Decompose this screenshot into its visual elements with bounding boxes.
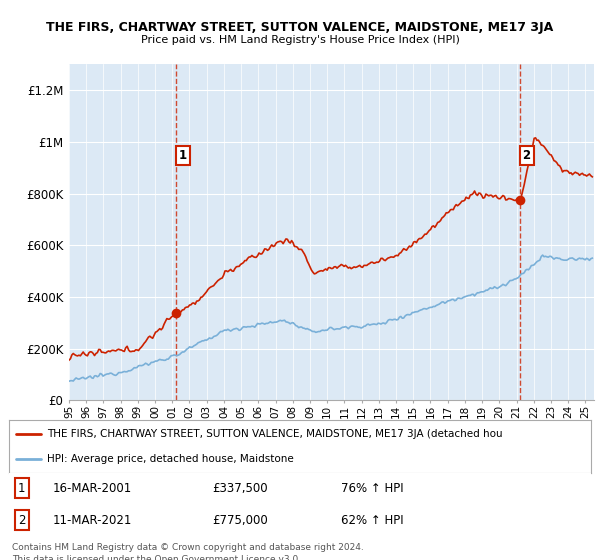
Text: 76% ↑ HPI: 76% ↑ HPI xyxy=(341,482,403,494)
Text: 1: 1 xyxy=(178,148,187,162)
Text: £775,000: £775,000 xyxy=(212,514,268,527)
Text: 16-MAR-2001: 16-MAR-2001 xyxy=(53,482,132,494)
Text: 11-MAR-2021: 11-MAR-2021 xyxy=(53,514,132,527)
Text: Price paid vs. HM Land Registry's House Price Index (HPI): Price paid vs. HM Land Registry's House … xyxy=(140,35,460,45)
Text: 2: 2 xyxy=(523,148,530,162)
Text: 2: 2 xyxy=(18,514,26,527)
Text: 62% ↑ HPI: 62% ↑ HPI xyxy=(341,514,403,527)
Text: THE FIRS, CHARTWAY STREET, SUTTON VALENCE, MAIDSTONE, ME17 3JA (detached hou: THE FIRS, CHARTWAY STREET, SUTTON VALENC… xyxy=(47,429,502,439)
Text: THE FIRS, CHARTWAY STREET, SUTTON VALENCE, MAIDSTONE, ME17 3JA: THE FIRS, CHARTWAY STREET, SUTTON VALENC… xyxy=(46,21,554,34)
Text: 1: 1 xyxy=(18,482,26,494)
Text: Contains HM Land Registry data © Crown copyright and database right 2024.
This d: Contains HM Land Registry data © Crown c… xyxy=(12,543,364,560)
Text: HPI: Average price, detached house, Maidstone: HPI: Average price, detached house, Maid… xyxy=(47,454,293,464)
Text: £337,500: £337,500 xyxy=(212,482,268,494)
